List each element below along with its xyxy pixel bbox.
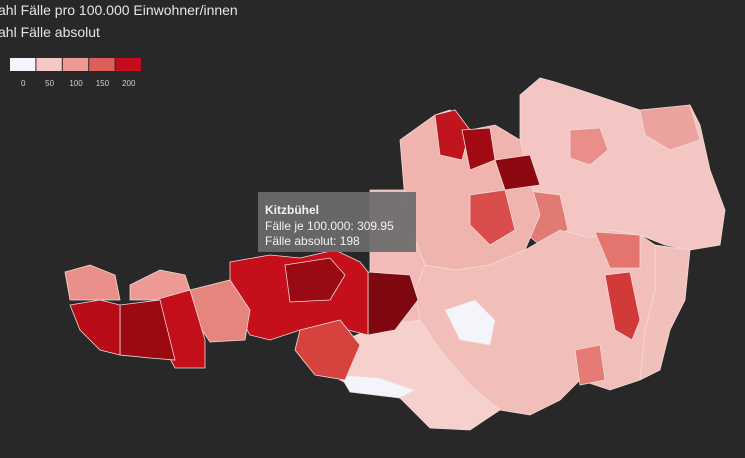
legend-tick-label: 50 — [45, 79, 54, 88]
tooltip-box — [258, 192, 416, 252]
region — [574, 344, 606, 386]
region — [469, 189, 516, 246]
legend: 0 50 100 150 200 — [10, 58, 141, 88]
legend-swatch — [62, 58, 89, 71]
legend-swatch — [115, 58, 141, 71]
legend-tick-label: 100 — [69, 79, 83, 88]
austria-map — [64, 77, 726, 431]
region — [294, 319, 361, 381]
legend-tick-label: 200 — [122, 79, 136, 88]
region — [339, 374, 416, 399]
region — [604, 271, 641, 341]
legend-tick-label: 150 — [96, 79, 110, 88]
region — [594, 231, 641, 269]
tooltip: Kitzbühel Fälle je 100.000: 309.95 Fälle… — [258, 192, 416, 252]
legend-swatch — [10, 58, 36, 71]
legend-tick-label: 0 — [21, 79, 26, 88]
region — [639, 104, 701, 151]
region — [569, 127, 609, 166]
tooltip-line: Fälle absolut: 198 — [265, 234, 360, 248]
region — [494, 154, 541, 191]
tooltip-title: Kitzbühel — [265, 203, 319, 217]
region — [129, 269, 191, 301]
region — [284, 257, 346, 303]
region — [444, 299, 496, 346]
legend-swatch — [89, 58, 115, 71]
legend-swatch — [36, 58, 62, 71]
option-absolute[interactable]: ahl Fälle absolut — [0, 24, 100, 40]
tooltip-line: Fälle je 100.000: 309.95 — [265, 219, 394, 233]
region — [64, 264, 121, 301]
option-per-100k[interactable]: ahl Fälle pro 100.000 Einwohner/innen — [0, 2, 238, 18]
